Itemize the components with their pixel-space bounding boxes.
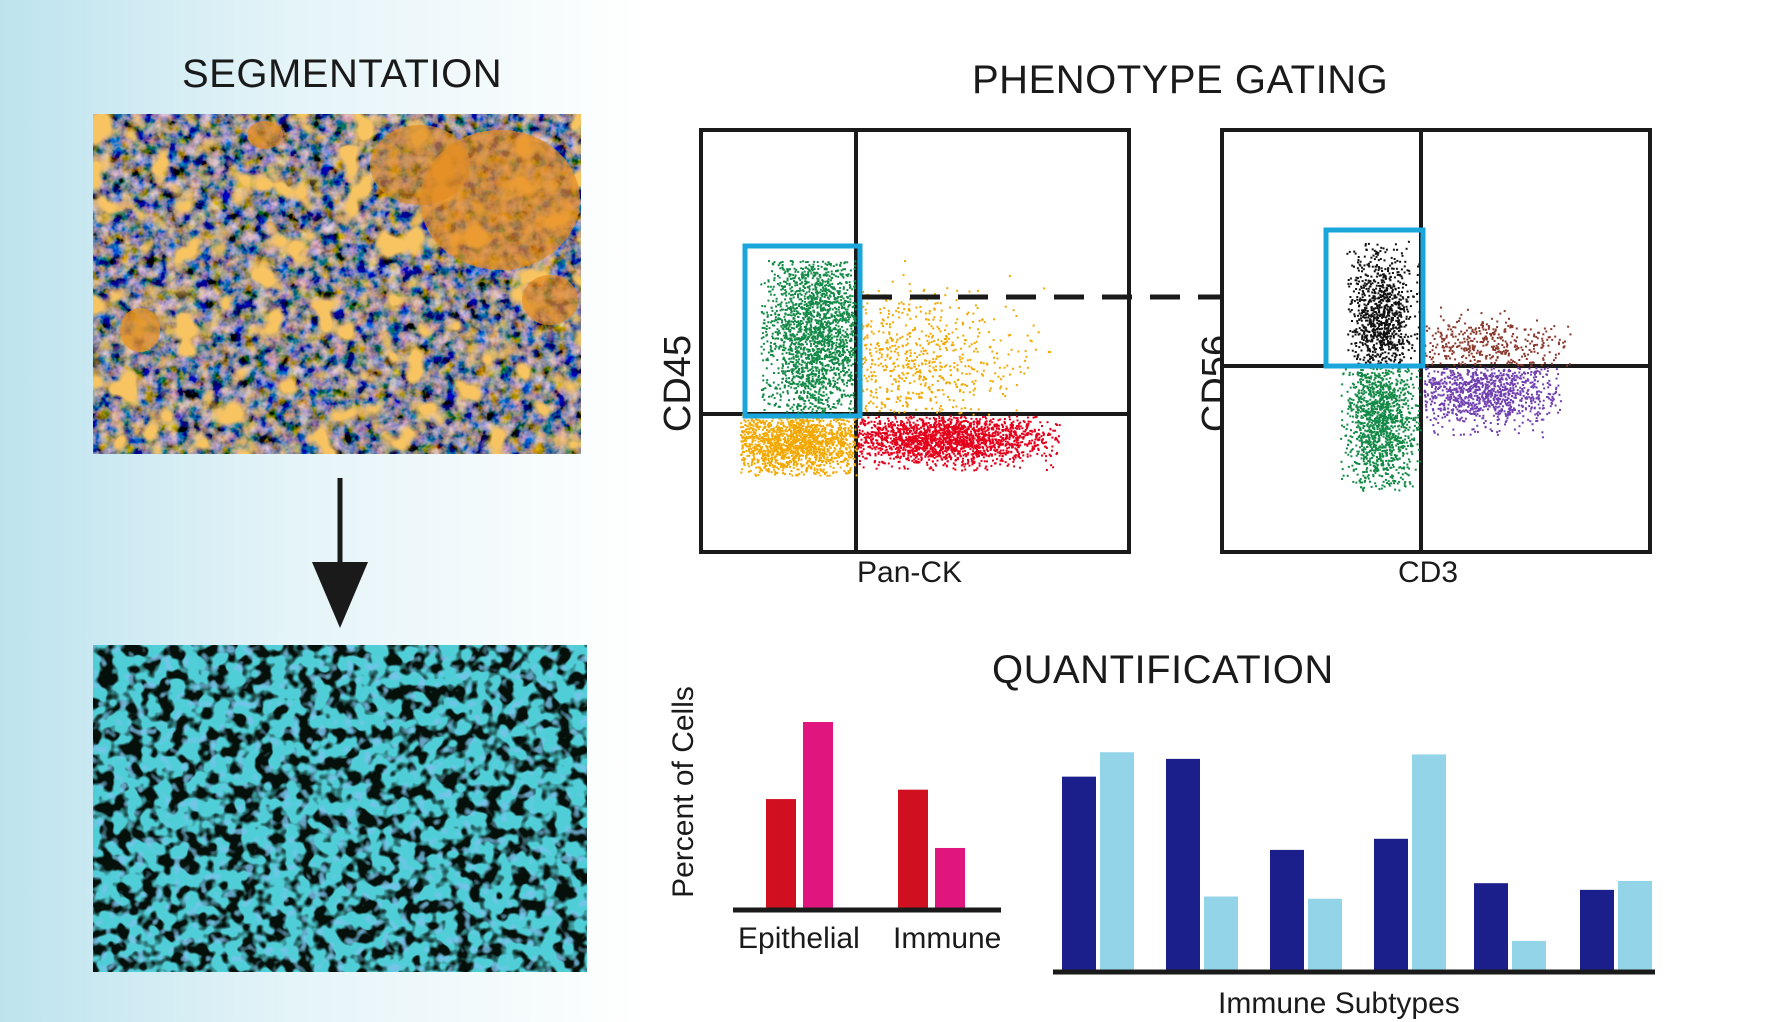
bar-immune-2	[935, 847, 965, 910]
phenotype-gating-title: PHENOTYPE GATING	[972, 58, 1389, 102]
quant-chart-immune-subtypes	[1053, 752, 1655, 975]
bar-subtype-3-1	[1270, 849, 1304, 972]
bar-subtype-5-2	[1512, 940, 1546, 972]
gating-plot-2	[1220, 128, 1652, 554]
down-arrow-icon	[312, 478, 368, 628]
epithelial-tick-label: Epithelial	[738, 922, 860, 955]
cd56-gate	[1323, 227, 1426, 369]
quantification-title: QUANTIFICATION	[992, 648, 1334, 692]
plot2-xlabel: CD3	[1398, 556, 1459, 589]
plot1-xlabel: Pan-CK	[857, 556, 963, 589]
cd45-gate	[742, 243, 863, 419]
bar-subtype-1-2	[1100, 752, 1134, 972]
bar-subtype-2-1	[1166, 758, 1200, 972]
segmented-cell-image	[93, 645, 587, 972]
bar-epithelial-1	[766, 799, 796, 910]
bar-epithelial-2	[803, 722, 833, 910]
immune-subtypes-xlabel: Immune Subtypes	[1218, 987, 1460, 1020]
segmentation-title: SEGMENTATION	[182, 52, 503, 96]
bar-subtype-2-2	[1204, 896, 1238, 972]
bar-subtype-4-2	[1412, 754, 1446, 972]
bar-subtype-6-2	[1618, 880, 1652, 972]
bar-subtype-5-1	[1474, 883, 1508, 972]
quant-chart-cell-type	[733, 722, 1001, 913]
gating-plot-1	[699, 128, 1131, 554]
bar-subtype-6-1	[1580, 889, 1614, 972]
multiplex-tissue-image	[93, 114, 581, 454]
bar-subtype-1-1	[1062, 776, 1096, 972]
immune-tick-label: Immune	[893, 922, 1002, 955]
bar-subtype-3-2	[1308, 898, 1342, 972]
bar-immune-1	[898, 789, 928, 910]
bar-subtype-4-1	[1374, 838, 1408, 972]
